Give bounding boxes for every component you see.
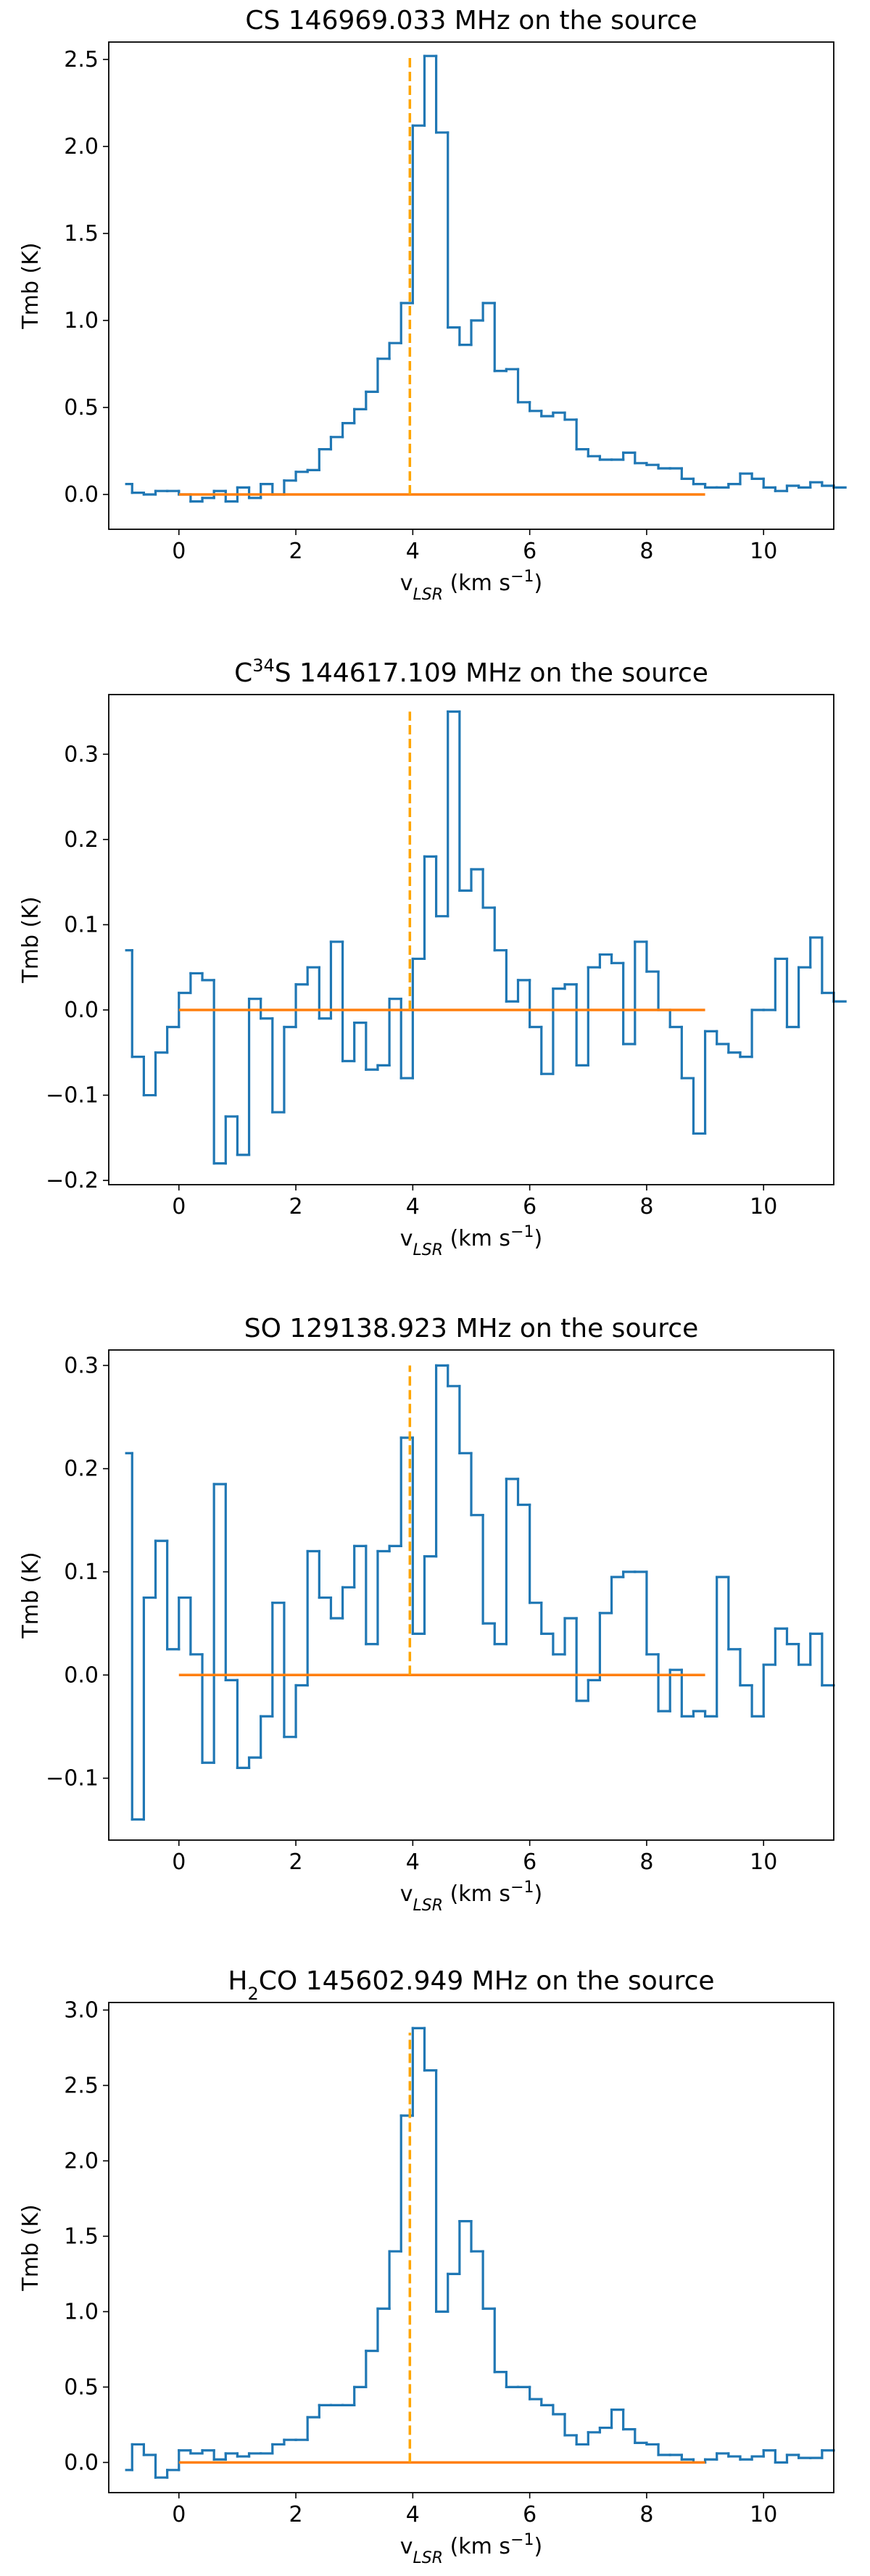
xlabel-superscript: −1 [510, 1879, 534, 1897]
title-superscript: 34 [252, 655, 275, 676]
x-tick-label: 4 [406, 2502, 420, 2527]
xlabel-superscript: −1 [510, 2531, 534, 2549]
y-tick-label: 2.5 [64, 47, 99, 73]
xlabel-superscript: −1 [510, 568, 534, 586]
y-tick-label: 0.0 [64, 2450, 99, 2475]
y-tick-label: 0.1 [64, 1560, 99, 1585]
plot-frame [108, 1349, 834, 1841]
y-tick-label: 1.5 [64, 2224, 99, 2249]
xlabel-unit: (km s [443, 1226, 510, 1251]
y-tick-label: 0.0 [64, 1662, 99, 1688]
chart-panel-1: CS 146969.033 MHz on the source 0 2 4 6 8 10 0.… [18, 6, 847, 604]
x-tick-label: 6 [523, 2502, 536, 2527]
chart-title: H2CO 145602.949 MHz on the source [228, 1966, 714, 2004]
y-tick-label: 3.0 [64, 1997, 99, 2023]
xlabel-subscript: LSR [413, 586, 444, 604]
chart-panel-2: C34S 144617.109 MHz on the source 0 2 4 6 8 10… [18, 655, 847, 1259]
title-subscript: 2 [248, 1984, 259, 2004]
x-tick-label: 0 [172, 1194, 186, 1219]
y-tick-label: 0.3 [64, 742, 99, 767]
x-tick-label: 2 [289, 1194, 303, 1219]
xlabel-end: ) [534, 2534, 543, 2559]
x-tick-label: 6 [523, 539, 536, 564]
y-tick-label: −0.1 [46, 1766, 99, 1792]
x-tick-label: 6 [523, 1850, 536, 1875]
x-axis-label: vLSR (km s−1) [400, 1879, 542, 1915]
plot-frame [108, 2002, 834, 2493]
xlabel-subscript: LSR [413, 1241, 444, 1259]
x-tick-label: 6 [523, 1194, 536, 1219]
y-tick-label: 2.5 [64, 2073, 99, 2098]
y-axis-label: Tmb (K) [18, 896, 44, 983]
title-text: H [228, 1966, 247, 1996]
y-tick-label: −0.2 [46, 1168, 99, 1193]
x-tick-label: 10 [750, 2502, 777, 2527]
xlabel-unit: (km s [443, 2534, 510, 2559]
x-axis-label: vLSR (km s−1) [400, 1223, 542, 1259]
x-tick-label: 0 [172, 1850, 186, 1875]
y-tick-label: 2.0 [64, 134, 99, 160]
x-tick-label: 8 [639, 539, 653, 564]
title-text: CS 146969.033 MHz on the source [245, 6, 697, 36]
chart-title: C34S 144617.109 MHz on the source [234, 655, 708, 688]
chart-panel-3: SO 129138.923 MHz on the source 0 2 4 6 8 10 −0… [18, 1314, 835, 1915]
y-tick-label: 0.0 [64, 482, 99, 508]
x-tick-label: 8 [639, 1194, 653, 1219]
x-tick-label: 4 [406, 539, 420, 564]
x-tick-label: 2 [289, 539, 303, 564]
y-tick-label: 0.2 [64, 827, 99, 853]
xlabel-unit: (km s [443, 1881, 510, 1907]
x-tick-label: 2 [289, 1850, 303, 1875]
y-tick-label: −0.1 [46, 1083, 99, 1109]
xlabel-end: ) [534, 1226, 543, 1251]
y-tick-label: 2.0 [64, 2148, 99, 2174]
y-axis-label: Tmb (K) [18, 2204, 44, 2291]
title-text: SO 129138.923 MHz on the source [244, 1314, 698, 1343]
chart-title: SO 129138.923 MHz on the source [244, 1314, 698, 1343]
xlabel-end: ) [534, 1881, 543, 1907]
y-tick-label: 0.5 [64, 2374, 99, 2400]
x-tick-label: 10 [750, 1194, 777, 1219]
xlabel-subscript: LSR [413, 1897, 444, 1915]
x-tick-label: 2 [289, 2502, 303, 2527]
y-tick-label: 1.5 [64, 221, 99, 247]
xlabel-superscript: −1 [510, 1223, 534, 1241]
xlabel-unit: (km s [443, 571, 510, 596]
y-tick-label: 1.0 [64, 2299, 99, 2324]
xlabel-main: v [400, 1881, 413, 1907]
xlabel-main: v [400, 1226, 413, 1251]
y-tick-label: 0.2 [64, 1457, 99, 1482]
chart-title: CS 146969.033 MHz on the source [245, 6, 697, 36]
y-axis-label: Tmb (K) [18, 1552, 44, 1639]
xlabel-main: v [400, 2534, 413, 2559]
title-text: S 144617.109 MHz on the source [275, 658, 708, 688]
x-tick-label: 0 [172, 539, 186, 564]
xlabel-end: ) [534, 571, 543, 596]
title-text: CO 145602.949 MHz on the source [259, 1966, 715, 1996]
x-tick-label: 8 [639, 1850, 653, 1875]
x-tick-label: 10 [750, 539, 777, 564]
x-tick-label: 4 [406, 1850, 420, 1875]
x-tick-label: 10 [750, 1850, 777, 1875]
y-tick-label: 0.5 [64, 395, 99, 421]
xlabel-subscript: LSR [413, 2549, 444, 2567]
x-tick-label: 0 [172, 2502, 186, 2527]
y-tick-label: 1.0 [64, 308, 99, 334]
y-axis-label: Tmb (K) [18, 242, 44, 329]
title-text: C [234, 658, 252, 688]
x-tick-label: 8 [639, 2502, 653, 2527]
plot-frame [108, 41, 834, 530]
y-tick-label: 0.3 [64, 1353, 99, 1378]
y-tick-label: 0.1 [64, 912, 99, 937]
x-axis-label: vLSR (km s−1) [400, 568, 542, 604]
y-tick-label: 0.0 [64, 998, 99, 1023]
x-tick-label: 4 [406, 1194, 420, 1219]
x-axis-label: vLSR (km s−1) [400, 2531, 542, 2567]
xlabel-main: v [400, 571, 413, 596]
plot-frame [108, 694, 834, 1185]
